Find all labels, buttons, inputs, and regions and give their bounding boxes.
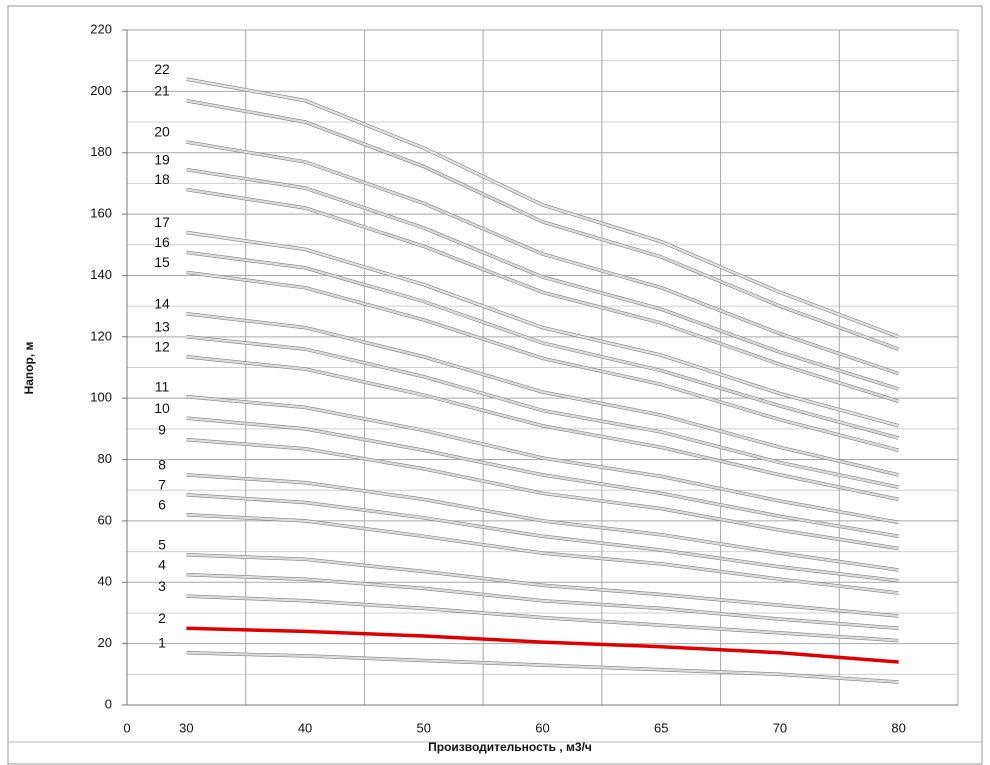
series-line-tint: [186, 336, 899, 488]
series-label: 6: [158, 496, 166, 512]
y-tick-label: 160: [90, 206, 112, 221]
series-line-tint: [186, 356, 899, 500]
y-tick-label: 80: [98, 451, 112, 466]
frame: [7, 5, 983, 765]
series-label: 21: [154, 82, 170, 98]
x-tick-label: 40: [298, 720, 312, 735]
series-line: [186, 271, 899, 452]
series-label: 22: [154, 61, 170, 77]
series-label: 18: [154, 171, 170, 187]
series-line-tint: [186, 271, 899, 451]
y-tick-label: 100: [90, 390, 112, 405]
x-tick-label: 60: [535, 720, 549, 735]
series-label: 5: [158, 536, 166, 552]
series-label: 7: [158, 477, 166, 493]
series-line-outline: [186, 140, 900, 376]
series-line-outline: [186, 77, 900, 339]
series-line-tint: [186, 474, 899, 571]
series-label: 16: [154, 234, 170, 250]
series-line: [186, 626, 899, 664]
series-line-tint: [186, 595, 899, 642]
series-line-tint: [186, 652, 899, 683]
series-label: 20: [154, 124, 170, 140]
series-line-tint: [186, 574, 899, 629]
x-axis-label: Производительность , м3/ч: [428, 740, 592, 754]
series-line-tint: [186, 417, 899, 537]
series-line-tint: [186, 78, 899, 338]
y-tick-label: 120: [90, 328, 112, 343]
series-line-tint: [186, 494, 899, 582]
series-line-outline: [186, 651, 899, 684]
y-tick-label: 60: [98, 512, 112, 527]
series-label: 12: [154, 338, 170, 354]
y-tick-label: 20: [98, 635, 112, 650]
x-tick-label: 65: [654, 720, 668, 735]
series-label: 4: [158, 556, 166, 572]
series-line-tint: [186, 232, 899, 427]
series-line-tint: [186, 554, 899, 617]
series-line-tint: [186, 100, 899, 350]
series-label: 17: [154, 214, 170, 230]
x-tick-label: 30: [179, 720, 193, 735]
series-label: 11: [155, 378, 170, 394]
y-tick-label: 140: [90, 267, 112, 282]
x-tick-label: 70: [773, 720, 787, 735]
series-label: 2: [158, 610, 166, 626]
series-label: 19: [154, 151, 170, 167]
series-label: 8: [158, 457, 166, 473]
series-line-tint: [186, 189, 899, 402]
x-tick-label: 80: [891, 720, 905, 735]
series-line-outline: [186, 98, 900, 351]
series-label: 15: [154, 254, 170, 270]
series-label: 13: [154, 319, 170, 335]
series-line-tint: [186, 169, 899, 390]
y-tick-label: 200: [90, 83, 112, 98]
x-tick-label: 50: [417, 720, 431, 735]
series-label: 3: [158, 578, 166, 594]
y-tick-label: 0: [105, 696, 112, 711]
y-tick-label: 40: [98, 574, 112, 589]
series-label: 14: [154, 296, 170, 312]
y-tick-label: 220: [90, 21, 112, 36]
y-axis-label: Напор, м: [22, 341, 36, 394]
series-label: 10: [154, 400, 170, 416]
series-line-tint: [186, 313, 899, 476]
series-line-tint: [186, 251, 899, 439]
series-line-tint: [186, 141, 899, 375]
series-label: 1: [158, 635, 166, 651]
series-line-tint: [186, 439, 899, 549]
series-line-tint: [186, 396, 899, 523]
series-line-tint: [186, 514, 899, 594]
x-origin-label: 0: [123, 720, 130, 735]
series-label: 9: [158, 421, 166, 437]
y-tick-label: 180: [90, 144, 112, 159]
